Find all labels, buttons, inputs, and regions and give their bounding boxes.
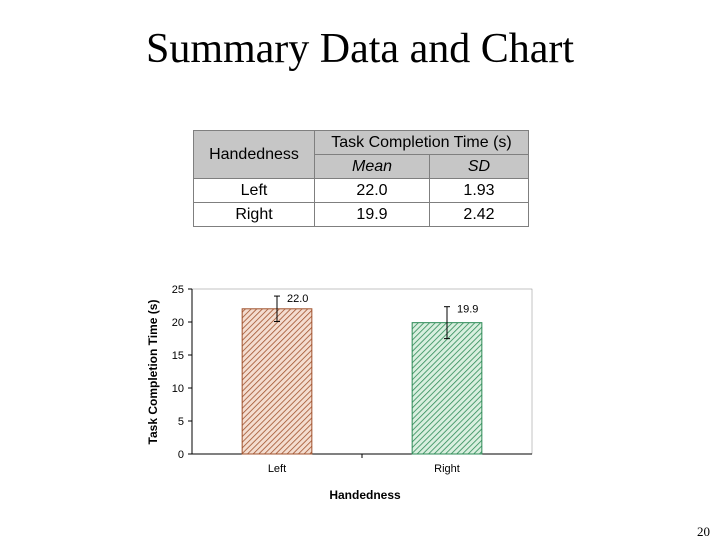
table-row: Right 19.9 2.42 [193, 202, 529, 227]
summary-table: Handedness Task Completion Time (s) Mean… [193, 130, 529, 227]
sd-subheader: SD [429, 154, 529, 179]
row-label: Left [193, 178, 315, 203]
bar-left [241, 308, 313, 455]
y-axis-label: Task Completion Time (s) [146, 300, 160, 445]
data-label: 19.9 [457, 304, 478, 316]
mean-cell: 22.0 [314, 178, 430, 203]
x-axis-label: Handedness [329, 488, 401, 502]
y-tick-label: 5 [178, 416, 184, 428]
slide-title: Summary Data and Chart [145, 26, 575, 72]
handedness-header: Handedness [193, 130, 315, 179]
y-tick-label: 25 [172, 284, 184, 296]
bars: 22.0 Left 19.9 Right [241, 293, 483, 475]
mean-subheader: Mean [314, 154, 430, 179]
page-number: 20 [697, 524, 710, 539]
bar-chart: 0 5 10 15 20 25 22.0 Left 19.9 Right Task Comple… [146, 284, 533, 502]
y-tick-label: 0 [178, 449, 184, 461]
y-tick-label: 15 [172, 350, 184, 362]
row-label: Right [193, 202, 315, 227]
data-label: 22.0 [287, 293, 308, 305]
y-tick-label: 20 [172, 317, 184, 329]
table-row: Left 22.0 1.93 [193, 178, 529, 203]
sd-cell: 1.93 [429, 178, 529, 203]
sd-cell: 2.42 [429, 202, 529, 227]
task-time-header: Task Completion Time (s) [314, 130, 529, 155]
x-tick-label: Right [434, 463, 460, 475]
x-tick-label: Left [268, 463, 286, 475]
bar-right [411, 322, 483, 455]
mean-cell: 19.9 [314, 202, 430, 227]
y-tick-label: 10 [172, 383, 184, 395]
